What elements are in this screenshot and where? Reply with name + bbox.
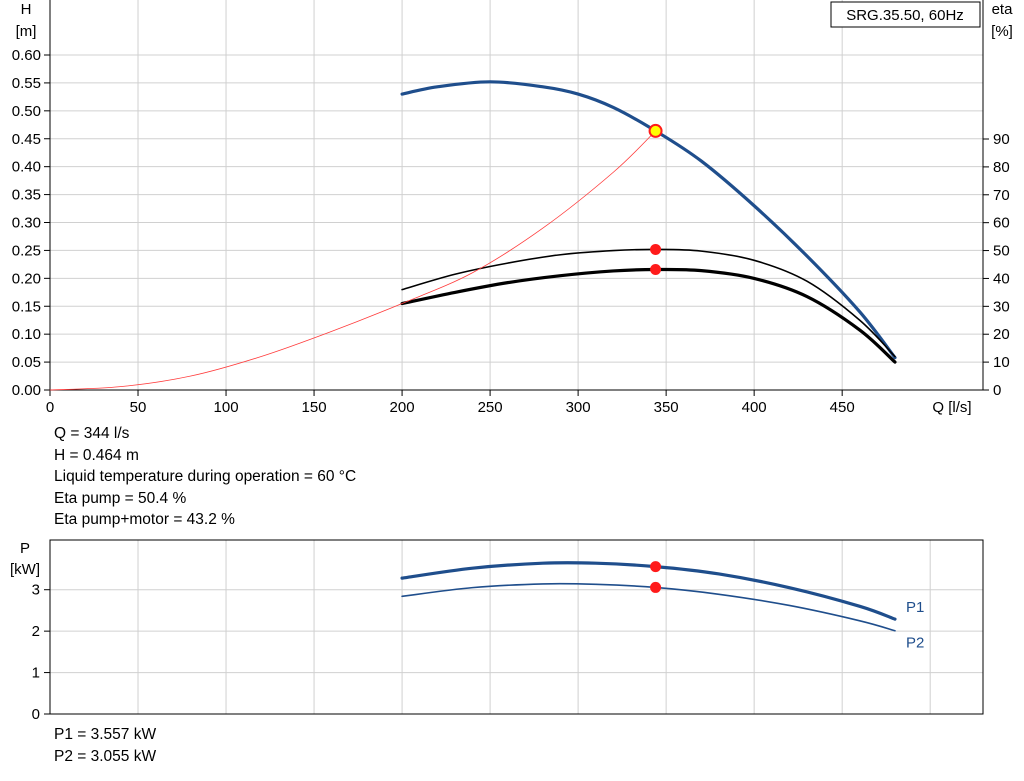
power-chart-series: P1 P2 [400, 561, 924, 652]
power-info: P1 = 3.557 kW P2 = 3.055 kW [54, 724, 156, 767]
y-tick-label: 0.05 [12, 354, 41, 371]
head-chart-series [49, 80, 897, 391]
head-value: H = 0.464 m [54, 446, 139, 464]
p1-value: P1 = 3.557 kW [54, 726, 157, 743]
head-chart-ticks: 0 50 100 150 200 250 300 350 400 4500.000.050.100… [12, 47, 1010, 416]
y-tick-label: 0.00 [12, 382, 41, 399]
y-tick-label: 0.10 [12, 326, 41, 343]
p2-value: P2 = 3.055 kW [54, 747, 157, 765]
head-chart-grid [50, 0, 983, 391]
power-chart-markers [650, 561, 662, 593]
y2-tick-label: 60 [993, 215, 1010, 232]
power-chart-ticks: 0 1 2 3 [32, 582, 50, 723]
y-tick-label: 0.30 [12, 215, 41, 232]
p2-series-label: P2 [906, 635, 924, 652]
y-tick-label: 0.15 [12, 298, 41, 315]
x-tick-label: 0 [46, 399, 54, 416]
eta-pump-motor-curve [400, 267, 897, 364]
y-tick-label: 0.45 [12, 131, 41, 148]
y2-tick-label: 20 [993, 326, 1010, 343]
system-curve [49, 130, 656, 391]
chart-title: SRG.35.50, 60Hz [846, 7, 964, 24]
eta-pump-motor-value: Eta pump+motor = 43.2 % [54, 511, 235, 528]
y2-axis-label-eta: eta [992, 1, 1014, 18]
p1-point [650, 561, 662, 573]
head-chart-markers [648, 123, 663, 276]
y2-tick-label: 70 [993, 187, 1010, 204]
power-y-tick-label: 2 [32, 623, 40, 640]
power-chart-border [49, 539, 984, 715]
x-tick-label: 450 [830, 399, 855, 416]
x-tick-label: 150 [302, 399, 327, 416]
operating-point-info: Q = 344 l/s H = 0.464 m Liquid temperatu… [54, 423, 356, 531]
eta-pump-point [650, 243, 662, 255]
p2-point [650, 581, 662, 593]
y2-axis-unit-percent: [%] [991, 23, 1013, 40]
y-tick-label: 0.25 [12, 242, 41, 259]
head-curve [400, 80, 897, 360]
y2-tick-label: 30 [993, 298, 1010, 315]
p2-curve [401, 582, 896, 632]
y-tick-label: 0.50 [12, 103, 41, 120]
power-chart: 0 1 2 3 P1 P2 P [kW] [10, 539, 984, 723]
chart-title-box: SRG.35.50, 60Hz [830, 1, 981, 28]
y-axis-label-h: H [21, 1, 32, 18]
power-y-tick-label: 0 [32, 706, 40, 723]
y2-tick-label: 0 [993, 382, 1001, 399]
x-tick-label: 250 [478, 399, 503, 416]
y-tick-label: 0.20 [12, 270, 41, 287]
y-tick-label: 0.35 [12, 187, 41, 204]
head-efficiency-chart: 0 50 100 150 200 250 300 350 400 4500.000.050.100… [12, 0, 1013, 416]
p1-curve [400, 561, 897, 621]
y2-tick-label: 90 [993, 131, 1010, 148]
power-chart-frame [49, 539, 984, 715]
y2-tick-label: 10 [993, 354, 1010, 371]
eta-pump-motor-point [650, 264, 662, 276]
x-axis-label: Q [l/s] [932, 399, 971, 416]
y-tick-label: 0.40 [12, 159, 41, 176]
y2-tick-label: 80 [993, 159, 1010, 176]
x-tick-label: 300 [566, 399, 591, 416]
y2-tick-label: 50 [993, 243, 1010, 260]
y-axis-unit-m: [m] [16, 23, 37, 40]
y-tick-label: 0.60 [12, 47, 41, 64]
eta-pump-value: Eta pump = 50.4 % [54, 489, 187, 507]
p1-series-label: P1 [906, 599, 924, 616]
power-y-tick-label: 1 [32, 665, 40, 682]
x-tick-label: 400 [742, 399, 767, 416]
x-tick-label: 100 [214, 399, 239, 416]
power-axis-label-p: P [20, 540, 30, 557]
x-tick-label: 350 [654, 399, 679, 416]
x-tick-label: 50 [130, 399, 147, 416]
y-tick-label: 0.55 [12, 75, 41, 92]
operating-point-marker [648, 123, 663, 138]
liquid-temperature: Liquid temperature during operation = 60… [54, 468, 357, 485]
power-y-tick-label: 3 [32, 582, 40, 599]
y2-tick-label: 40 [993, 270, 1010, 287]
x-tick-label: 200 [390, 399, 415, 416]
flow-value: Q = 344 l/s [54, 425, 130, 442]
power-axis-unit-kw: [kW] [10, 561, 40, 578]
